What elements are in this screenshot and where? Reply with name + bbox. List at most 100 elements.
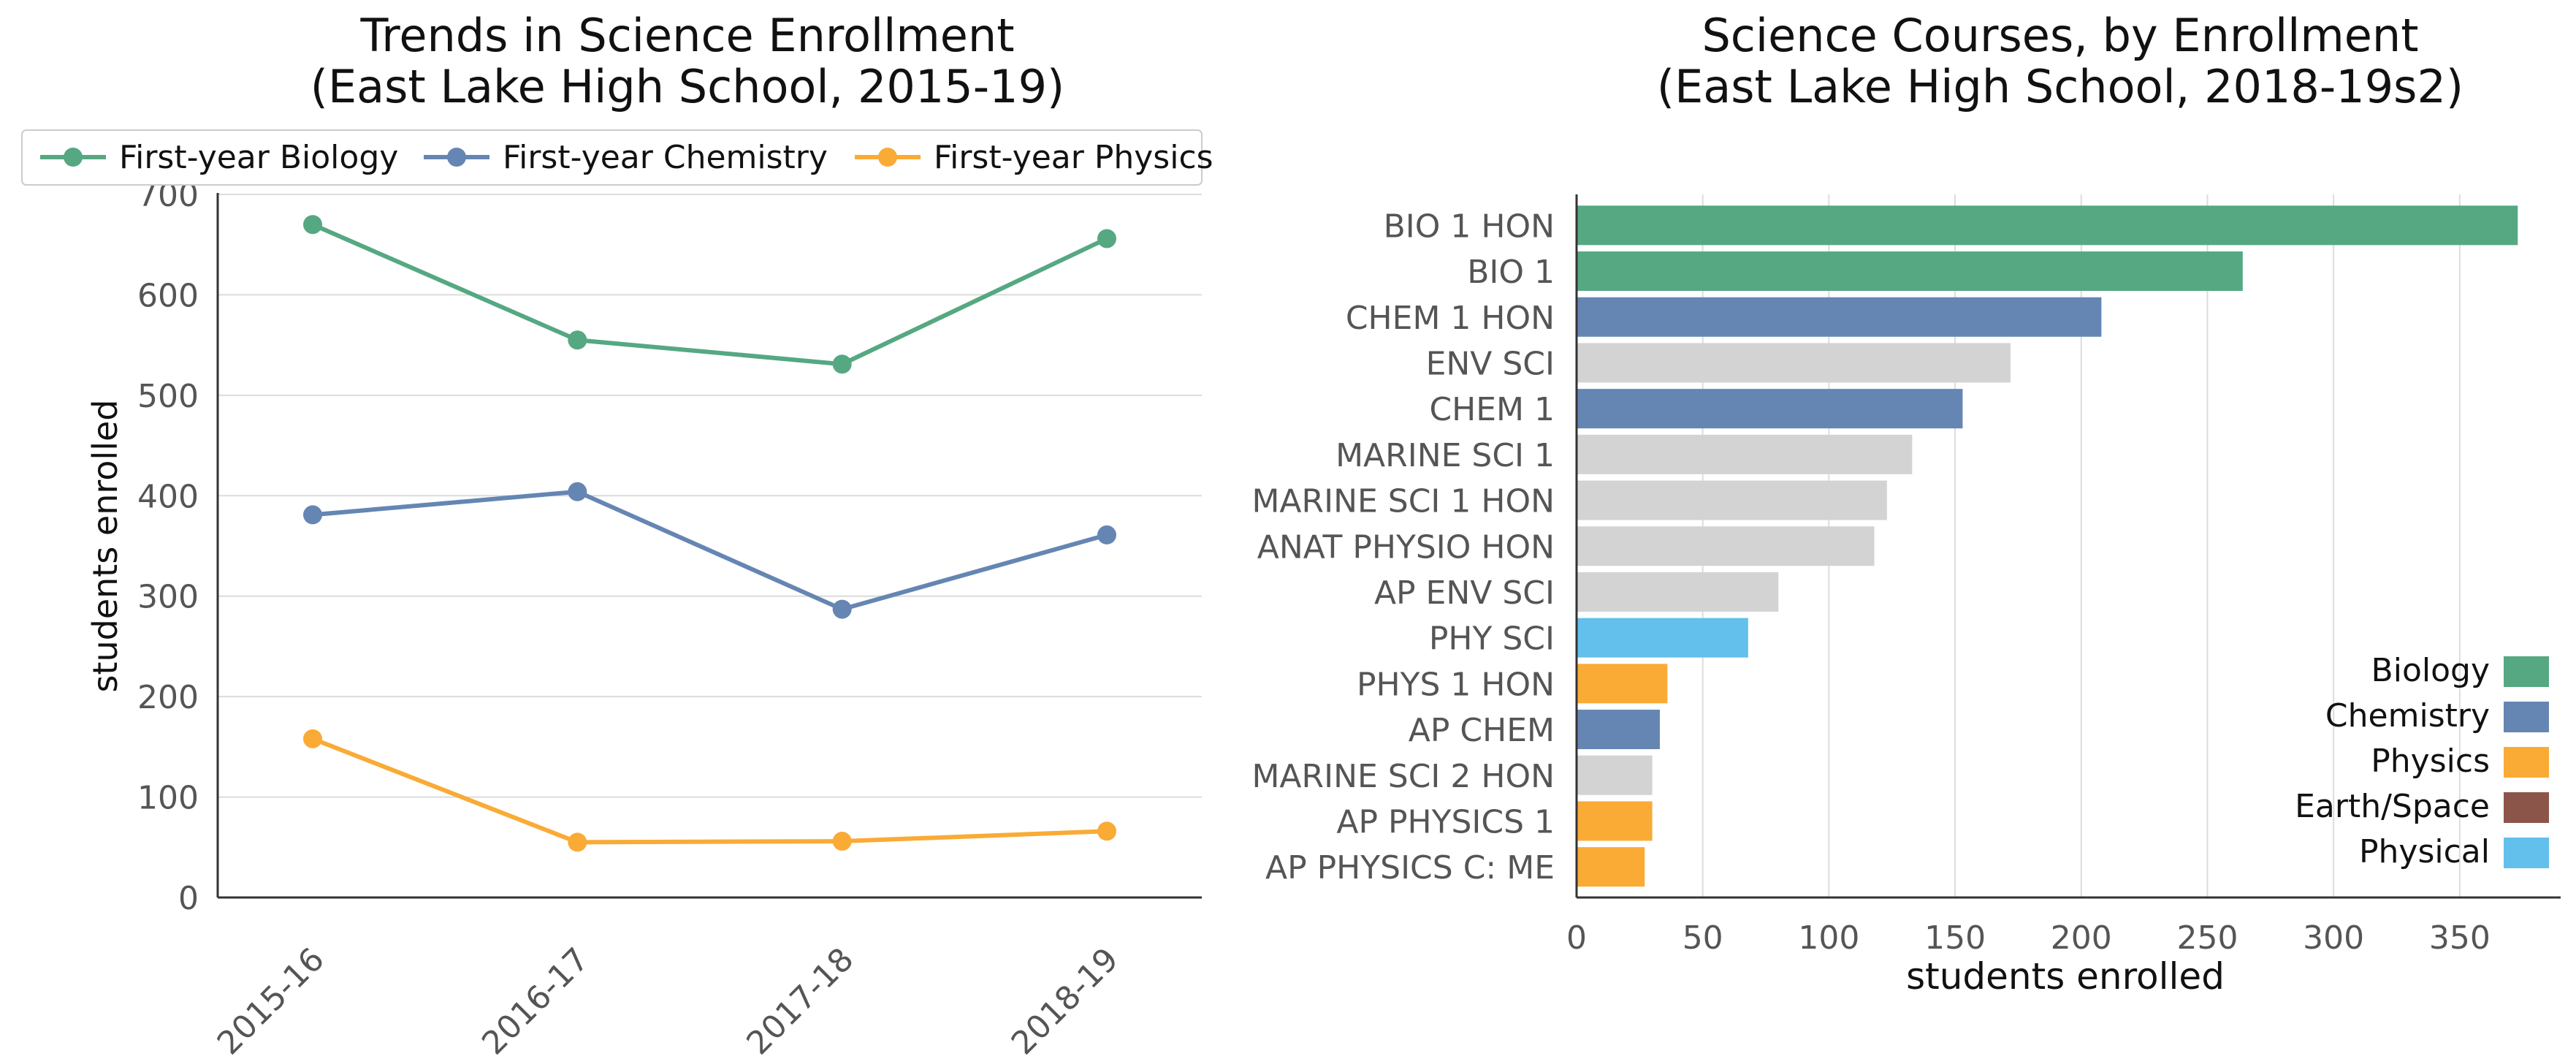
category-label: MARINE SCI 2 HON: [1251, 758, 1555, 795]
data-point: [568, 482, 587, 501]
category-label: ENV SCI: [1426, 345, 1555, 382]
bar: [1577, 847, 1645, 887]
y-tick-label: 200: [137, 679, 199, 716]
bar: [1577, 755, 1653, 795]
bar-chart-category-labels: BIO 1 HON BIO 1 CHEM 1 HON ENV SCI CHEM 1 MAR…: [1251, 208, 1555, 887]
line-chart-legend: First-year Biology First-year Chemistry Fi…: [21, 129, 1213, 186]
data-point: [832, 832, 852, 851]
bar-chart: Science Courses, by Enrollment (East Lake…: [1251, 9, 2561, 998]
title-line: (East Lake High School, 2015-19): [310, 60, 1064, 113]
data-point: [1097, 525, 1116, 544]
line-chart: Trends in Science Enrollment (East Lake H…: [21, 9, 1213, 1059]
legend-marker: [447, 148, 466, 167]
category-label: PHYS 1 HON: [1357, 666, 1555, 703]
series-line: [312, 489, 1108, 612]
y-tick-label: 600: [137, 277, 199, 314]
x-tick-label: 50: [1683, 919, 1723, 957]
legend-label: Biology: [2371, 652, 2490, 689]
bar: [1577, 205, 2518, 246]
x-tick-label: 250: [2176, 919, 2238, 957]
y-tick-label: 0: [178, 880, 199, 917]
line-chart-series: [303, 215, 1116, 852]
x-tick-label: 0: [1566, 919, 1587, 957]
legend-label: Earth/Space: [2295, 788, 2490, 825]
data-point: [303, 505, 322, 525]
bar-chart-bars: [1577, 205, 2518, 887]
legend-label: First-year Chemistry: [503, 139, 828, 176]
legend-marker: [878, 148, 897, 167]
title-line: Science Courses, by Enrollment: [1702, 9, 2418, 62]
legend-label: First-year Biology: [119, 139, 398, 176]
data-point: [303, 729, 322, 748]
series-line: [311, 222, 1108, 367]
legend-box: [21, 129, 1203, 186]
bar: [1577, 526, 1875, 566]
bar: [1577, 389, 1963, 429]
x-tick-label: 2017-18: [739, 941, 861, 1056]
bar: [1577, 572, 1779, 612]
legend-swatch: [2504, 656, 2549, 687]
legend-label: Chemistry: [2325, 697, 2490, 735]
data-point: [832, 599, 852, 619]
category-label: BIO 1 HON: [1384, 208, 1555, 245]
category-label: AP PHYSICS 1: [1336, 803, 1555, 840]
category-label: AP CHEM: [1409, 712, 1555, 749]
y-tick-label: 300: [137, 579, 199, 616]
y-tick-label: 500: [137, 378, 199, 415]
bar: [1577, 343, 2011, 383]
category-label: MARINE SCI 1 HON: [1251, 483, 1555, 520]
x-tick-label: 350: [2429, 919, 2491, 957]
x-tick-label: 150: [1924, 919, 1986, 957]
bar-chart-axes: [1575, 194, 2561, 899]
category-label: AP ENV SCI: [1374, 574, 1555, 612]
x-tick-label: 2015-16: [210, 941, 332, 1056]
legend-label: Physical: [2359, 833, 2490, 870]
title-line: (East Lake High School, 2018-19s2): [1657, 60, 2463, 113]
x-tick-label: 300: [2303, 919, 2364, 957]
x-tick-label: 2018-19: [1005, 941, 1126, 1056]
legend-swatch: [2504, 792, 2549, 823]
legend-swatch: [2504, 702, 2549, 732]
bar: [1577, 710, 1660, 750]
y-tick-label: 100: [137, 780, 199, 817]
legend-marker: [64, 148, 83, 167]
bar: [1577, 251, 2243, 292]
y-tick-label: 400: [137, 478, 199, 515]
data-point: [1097, 229, 1116, 248]
line-chart-gridlines: [218, 194, 1202, 798]
x-tick-label: 100: [1798, 919, 1859, 957]
bar: [1577, 297, 2102, 337]
data-point: [568, 330, 587, 350]
x-tick-label: 2016-17: [475, 941, 596, 1056]
line-chart-title: Trends in Science Enrollment (East Lake H…: [310, 9, 1064, 113]
bar-chart-x-axis-label: students enrolled: [1906, 955, 2225, 998]
bar: [1577, 434, 1913, 474]
series-line: [311, 737, 1108, 845]
bar-chart-x-ticks: 0 50 100 150 200 250 300 350: [1566, 919, 2491, 957]
category-label: ANAT PHYSIO HON: [1257, 528, 1555, 566]
title-line: Trends in Science Enrollment: [359, 9, 1014, 62]
line-chart-y-axis-label: students enrolled: [85, 400, 125, 693]
bar-chart-title: Science Courses, by Enrollment (East Lake…: [1657, 9, 2463, 113]
legend-label: Physics: [2371, 743, 2490, 780]
data-point: [568, 832, 587, 852]
bar: [1577, 480, 1887, 520]
bar: [1577, 664, 1668, 704]
legend-swatch: [2504, 838, 2549, 868]
category-label: CHEM 1 HON: [1346, 300, 1555, 337]
category-label: AP PHYSICS C: ME: [1265, 849, 1555, 887]
data-point: [303, 215, 322, 235]
bar-chart-legend: Biology Chemistry Physics Earth/Space Physic…: [2295, 652, 2549, 870]
legend-swatch: [2504, 747, 2549, 778]
bar: [1577, 618, 1748, 658]
bar: [1577, 801, 1653, 841]
data-point: [832, 354, 852, 374]
category-label: PHY SCI: [1429, 620, 1555, 658]
data-point: [1097, 821, 1116, 841]
line-chart-axes: [216, 193, 1202, 899]
x-tick-label: 200: [2051, 919, 2112, 957]
category-label: MARINE SCI 1: [1335, 437, 1555, 474]
